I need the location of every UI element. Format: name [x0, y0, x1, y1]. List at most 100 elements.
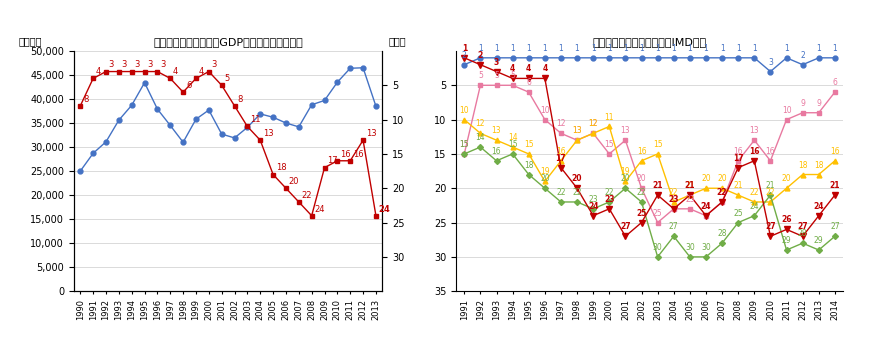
- Text: 8: 8: [237, 95, 242, 104]
- Text: 17: 17: [555, 154, 567, 163]
- Text: 4: 4: [96, 67, 101, 76]
- Text: 17: 17: [328, 157, 338, 166]
- Text: 14: 14: [507, 133, 517, 142]
- Text: 13: 13: [749, 126, 760, 135]
- Text: 24: 24: [379, 205, 390, 214]
- Text: 19: 19: [620, 167, 630, 177]
- Text: 25: 25: [653, 209, 662, 218]
- Text: 18: 18: [814, 161, 824, 170]
- Text: 22: 22: [750, 188, 759, 197]
- Text: 1: 1: [752, 44, 757, 53]
- Text: 3: 3: [494, 58, 499, 67]
- Text: 25: 25: [733, 209, 743, 218]
- Text: 15: 15: [524, 140, 534, 149]
- Text: 17: 17: [733, 154, 744, 163]
- Text: 1: 1: [833, 44, 837, 53]
- Text: 1: 1: [542, 44, 547, 53]
- Text: 29: 29: [782, 236, 792, 245]
- Text: 13: 13: [620, 126, 630, 135]
- Text: 15: 15: [653, 140, 662, 149]
- Text: 24: 24: [813, 202, 824, 211]
- Text: 8: 8: [83, 95, 89, 104]
- Text: 27: 27: [830, 222, 839, 232]
- Text: （位）: （位）: [388, 36, 406, 46]
- Text: 1: 1: [704, 44, 708, 53]
- Text: 23: 23: [588, 195, 598, 204]
- Text: 1: 1: [510, 44, 515, 53]
- Text: 4: 4: [542, 64, 547, 74]
- Text: 22: 22: [766, 188, 775, 197]
- Text: 1: 1: [478, 44, 483, 53]
- Text: 18: 18: [275, 163, 287, 172]
- Text: 24: 24: [700, 202, 711, 211]
- Text: 23: 23: [668, 195, 679, 204]
- Text: 5: 5: [478, 71, 483, 80]
- Text: 3: 3: [122, 60, 127, 70]
- Text: 10: 10: [460, 106, 469, 115]
- Text: 13: 13: [573, 126, 582, 135]
- Text: 12: 12: [556, 119, 566, 128]
- Text: 15: 15: [460, 140, 469, 149]
- Text: 5: 5: [224, 74, 229, 83]
- Text: 16: 16: [733, 147, 743, 156]
- Text: 20: 20: [572, 174, 582, 183]
- Text: 22: 22: [717, 188, 727, 197]
- Text: 16: 16: [830, 147, 839, 156]
- Text: 27: 27: [798, 222, 808, 232]
- Text: （ドル）: （ドル）: [18, 36, 42, 46]
- Text: 2: 2: [462, 51, 467, 60]
- Text: 11: 11: [250, 115, 261, 124]
- Text: 3: 3: [109, 60, 114, 70]
- Text: 12: 12: [588, 119, 598, 128]
- Text: 30: 30: [653, 243, 662, 252]
- Text: 21: 21: [766, 181, 775, 190]
- Text: 4: 4: [526, 64, 531, 74]
- Text: 18: 18: [798, 161, 807, 170]
- Text: 3: 3: [135, 60, 140, 70]
- Text: 4: 4: [199, 67, 204, 76]
- Text: 20: 20: [637, 174, 647, 183]
- Text: 9: 9: [800, 99, 805, 108]
- Text: 1: 1: [672, 44, 676, 53]
- Text: 2: 2: [478, 51, 483, 60]
- Text: 3: 3: [160, 60, 166, 70]
- Text: 20: 20: [717, 174, 726, 183]
- Text: 13: 13: [366, 129, 376, 138]
- Text: 16: 16: [353, 150, 363, 159]
- Text: 3: 3: [768, 58, 773, 67]
- Text: 22: 22: [573, 188, 582, 197]
- Text: 1: 1: [784, 44, 789, 53]
- Text: 13: 13: [263, 129, 274, 138]
- Text: 13: 13: [492, 126, 501, 135]
- Text: 28: 28: [798, 229, 807, 238]
- Text: 21: 21: [733, 181, 743, 190]
- Text: 21: 21: [685, 181, 695, 190]
- Text: 4: 4: [510, 64, 515, 74]
- Text: 12: 12: [475, 119, 485, 128]
- Text: 16: 16: [766, 147, 775, 156]
- Text: 15: 15: [605, 140, 614, 149]
- Text: 15: 15: [507, 140, 517, 149]
- Text: 9: 9: [816, 99, 821, 108]
- Text: 16: 16: [637, 147, 647, 156]
- Title: 『国際競争力ランキング（IMD）』: 『国際競争力ランキング（IMD）』: [593, 37, 706, 47]
- Text: 27: 27: [765, 222, 776, 232]
- Text: 23: 23: [604, 195, 614, 204]
- Text: 24: 24: [588, 202, 599, 211]
- Text: 22: 22: [637, 188, 647, 197]
- Text: 20: 20: [701, 174, 711, 183]
- Text: 26: 26: [781, 215, 792, 225]
- Text: 1: 1: [527, 44, 531, 53]
- Text: 16: 16: [556, 147, 566, 156]
- Text: 27: 27: [620, 222, 631, 232]
- Text: 1: 1: [574, 44, 580, 53]
- Text: 24: 24: [701, 202, 711, 211]
- Text: 25: 25: [636, 209, 647, 218]
- Text: 5: 5: [510, 71, 515, 80]
- Text: 1: 1: [655, 44, 660, 53]
- Text: 12: 12: [588, 119, 598, 128]
- Text: 22: 22: [302, 191, 312, 200]
- Text: 1: 1: [639, 44, 644, 53]
- Text: 13: 13: [573, 126, 582, 135]
- Text: 1: 1: [494, 44, 499, 53]
